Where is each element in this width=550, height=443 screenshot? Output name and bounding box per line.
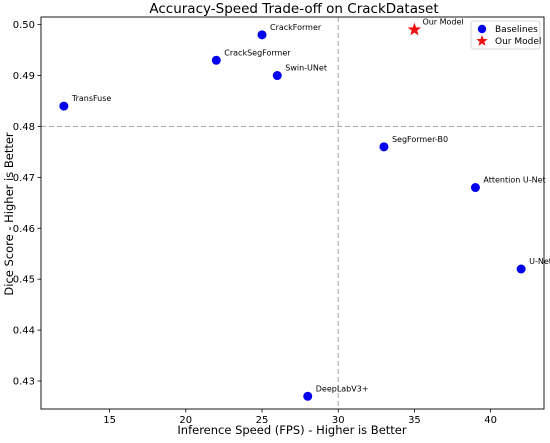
plot-frame (40, 16, 545, 410)
chart-title: Accuracy-Speed Trade-off on CrackDataset (149, 1, 438, 17)
data-point-our-model (407, 22, 422, 36)
data-label-swin-unet: Swin-UNet (285, 64, 327, 73)
plot-area: 15 20 25 30 35 40 0.43 0.44 0.45 0.46 0.47 0.48 0.49… (13, 17, 550, 426)
legend-entry: Our Model (495, 37, 541, 47)
data-label-our-model: Our Model (422, 18, 463, 27)
y-tick-label: 0.50 (13, 20, 35, 31)
legend-entry: Baselines (495, 25, 538, 35)
data-point-deeplabv3 (303, 391, 313, 401)
x-tick-label: 20 (179, 415, 192, 426)
data-point-transfuse (59, 101, 69, 111)
x-tick-label: 25 (256, 415, 269, 426)
data-point-cracksegformer (211, 55, 221, 65)
x-tick-label: 40 (484, 415, 497, 426)
y-axis-label: Dice Score - Higher is Better (2, 132, 16, 296)
y-tick-label: 0.45 (13, 275, 35, 286)
legend-marker-star-icon (476, 35, 488, 46)
data-point-swin-unet (272, 71, 282, 81)
x-axis-label: Inference Speed (FPS) - Higher is Better (177, 423, 406, 437)
legend-marker-circle-icon (477, 24, 487, 34)
y-tick-label: 0.49 (13, 71, 35, 82)
data-label-cracksegformer: CrackSegFormer (224, 48, 291, 57)
data-point-crackformer (257, 30, 267, 40)
data-label-u-net: U-Net (529, 257, 550, 266)
data-point-segformer-b0 (379, 142, 389, 152)
data-label-attention-u-net: Attention U-Net (483, 176, 545, 185)
x-tick-label: 15 (103, 415, 116, 426)
y-tick-label: 0.48 (13, 122, 35, 133)
data-point-u-net (516, 264, 526, 274)
data-label-transfuse: TransFuse (71, 94, 112, 103)
data-label-crackformer: CrackFormer (270, 23, 322, 32)
legend: Baselines Our Model (470, 20, 541, 50)
y-tick-label: 0.47 (13, 173, 35, 184)
x-tick-label: 35 (408, 415, 421, 426)
data-point-attention-u-net (470, 183, 480, 193)
y-tick-label: 0.44 (13, 326, 35, 337)
data-label-deeplabv3: DeepLabV3+ (316, 384, 369, 393)
x-tick-label: 30 (332, 415, 345, 426)
y-tick-label: 0.43 (13, 377, 35, 388)
legend-box (470, 20, 541, 50)
y-tick-label: 0.46 (13, 224, 35, 235)
data-label-segformer-b0: SegFormer-B0 (392, 135, 448, 144)
